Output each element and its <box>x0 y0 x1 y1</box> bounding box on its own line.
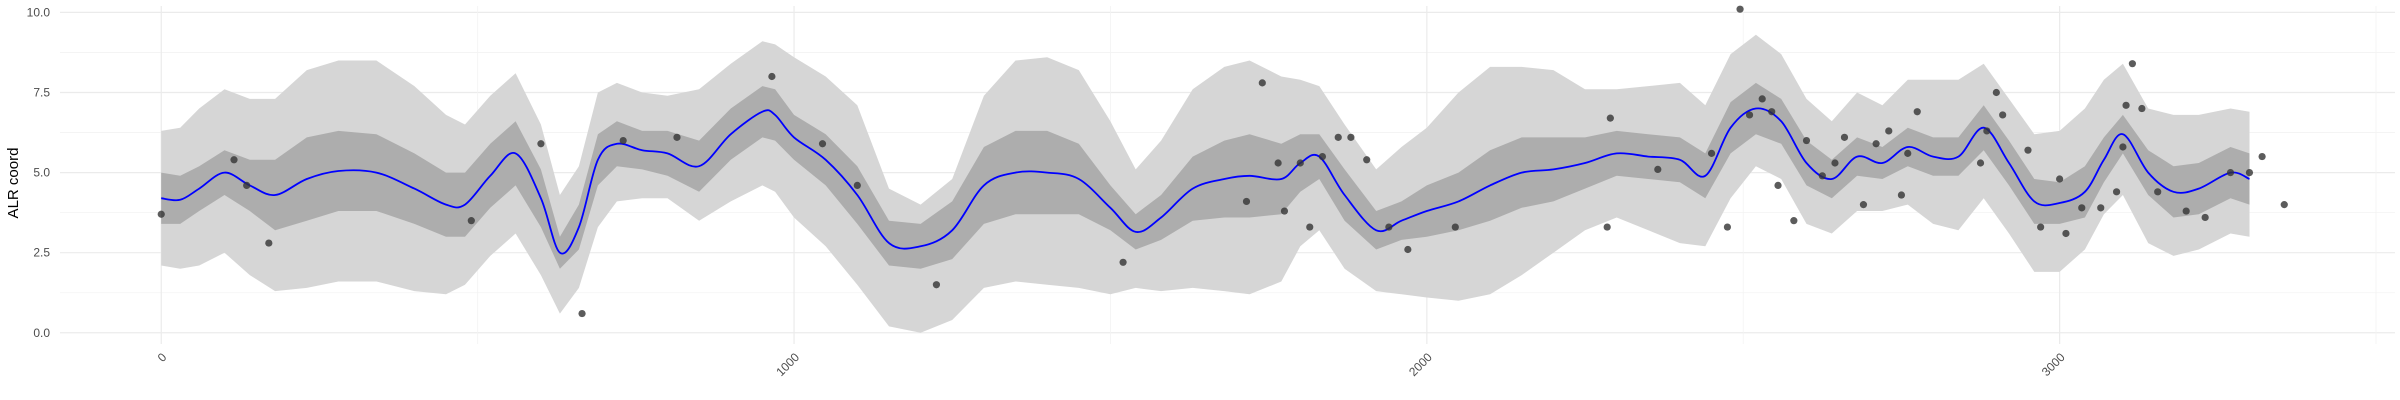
data-point <box>1451 223 1459 231</box>
data-point <box>853 181 861 190</box>
data-point <box>2201 213 2209 222</box>
data-point <box>1347 133 1355 141</box>
data-point <box>2182 207 2190 215</box>
data-point <box>1992 88 2000 97</box>
data-point <box>2226 168 2235 177</box>
x-tick-label: 3000 <box>2039 350 2068 379</box>
inner-confidence-band <box>161 82 2250 269</box>
data-point <box>1831 159 1839 167</box>
x-tick-label: 0 <box>155 350 170 365</box>
data-point <box>1790 217 1798 225</box>
data-point <box>2138 104 2146 113</box>
data-point <box>1976 159 1985 167</box>
y-tick-label: 0.0 <box>33 326 50 340</box>
inner-band-area <box>161 82 2250 269</box>
x-tick-label: 1000 <box>773 350 802 379</box>
data-point <box>1603 223 1611 231</box>
data-point <box>932 281 941 289</box>
y-axis-ticks: 0.0 2.5 5.0 7.5 10.0 <box>27 5 51 339</box>
data-point <box>1119 258 1127 266</box>
data-point <box>1280 207 1289 215</box>
data-point <box>2056 175 2064 183</box>
y-tick-label: 7.5 <box>33 86 50 100</box>
x-axis-ticks: 0 1000 2000 3000 <box>155 350 2068 379</box>
data-point <box>2078 204 2086 212</box>
observation-points <box>157 5 2288 318</box>
data-point <box>1242 197 1251 206</box>
data-point <box>1274 159 1282 167</box>
data-point <box>1736 5 1744 13</box>
data-point <box>1859 201 1868 209</box>
fit-line <box>161 107 2250 255</box>
data-point <box>1818 172 1826 180</box>
data-point <box>230 156 238 164</box>
data-point <box>578 309 586 318</box>
data-point <box>265 239 273 247</box>
data-point <box>1385 223 1393 231</box>
y-tick-label: 5.0 <box>33 166 50 180</box>
data-point <box>2062 229 2070 238</box>
y-tick-label: 2.5 <box>33 246 50 260</box>
x-tick-label: 2000 <box>1406 350 1435 379</box>
data-point <box>1318 152 1327 161</box>
fit-line-layer <box>161 107 2250 255</box>
data-point <box>1363 156 1371 164</box>
data-point <box>243 181 251 190</box>
data-point <box>2128 60 2136 68</box>
data-point <box>1999 111 2007 119</box>
data-point <box>2280 201 2288 209</box>
y-tick-label: 10.0 <box>27 5 51 19</box>
data-point <box>2258 152 2266 161</box>
data-point <box>768 72 776 81</box>
data-point <box>467 217 475 225</box>
y-axis-title: ALR coord <box>5 148 22 219</box>
data-point <box>1707 149 1716 157</box>
data-point <box>1983 127 1991 135</box>
data-point <box>2097 204 2105 212</box>
data-point <box>1840 133 1849 141</box>
data-point <box>673 133 681 141</box>
data-point <box>1404 245 1412 254</box>
data-point <box>2024 146 2032 154</box>
data-point <box>2154 188 2162 196</box>
data-point <box>2112 188 2121 196</box>
data-point <box>1745 111 1754 119</box>
data-point <box>818 140 827 148</box>
data-point <box>1334 133 1342 141</box>
data-point <box>537 140 545 148</box>
data-point <box>1913 108 1921 116</box>
data-point <box>619 136 627 145</box>
data-point <box>1768 108 1776 116</box>
data-point <box>1774 181 1782 190</box>
data-point <box>1885 127 1893 135</box>
data-point <box>2245 168 2254 177</box>
data-point <box>1606 114 1614 122</box>
data-point <box>2037 223 2045 231</box>
data-point <box>1306 223 1314 231</box>
data-point <box>1654 165 1662 173</box>
data-point <box>1296 159 1304 167</box>
data-point <box>1723 223 1732 231</box>
data-point <box>2122 101 2130 109</box>
data-point <box>1802 136 1811 145</box>
data-point <box>2119 143 2127 151</box>
data-point <box>157 210 165 218</box>
data-point <box>1758 95 1766 103</box>
data-point <box>1872 140 1880 148</box>
data-point <box>1258 79 1266 87</box>
data-point <box>1904 149 1912 157</box>
data-point <box>1897 191 1906 199</box>
